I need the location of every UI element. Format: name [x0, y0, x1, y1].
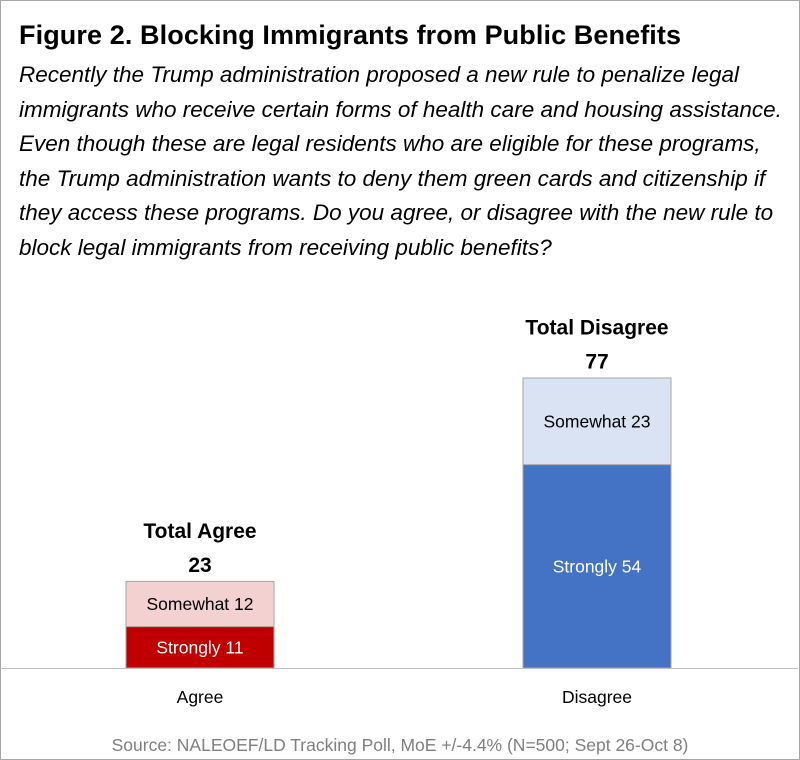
- source-note: Source: NALEOEF/LD Tracking Poll, MoE +/…: [111, 735, 689, 755]
- bar-somewhat-disagree: [522, 377, 672, 466]
- category-label-agree: Agree: [177, 687, 224, 707]
- data-label-strongly-agree: Strongly 11: [156, 637, 243, 657]
- data-label-strongly-disagree: Strongly 54: [553, 556, 642, 576]
- bar-strongly-agree: [125, 626, 275, 669]
- total-label-disagree: Total Disagree: [525, 317, 668, 340]
- total-value-disagree: 77: [585, 351, 608, 374]
- bar-somewhat-agree: [125, 580, 275, 628]
- figure-title: Figure 2. Blocking Immigrants from Publi…: [19, 20, 682, 50]
- total-label-agree: Total Agree: [143, 520, 256, 543]
- data-label-somewhat-disagree: Somewhat 23: [543, 411, 650, 431]
- survey-question: Recently the Trump administration propos…: [19, 62, 782, 260]
- total-value-agree: 23: [188, 554, 211, 577]
- data-label-somewhat-agree: Somewhat 12: [146, 594, 253, 614]
- category-label-disagree: Disagree: [562, 687, 632, 707]
